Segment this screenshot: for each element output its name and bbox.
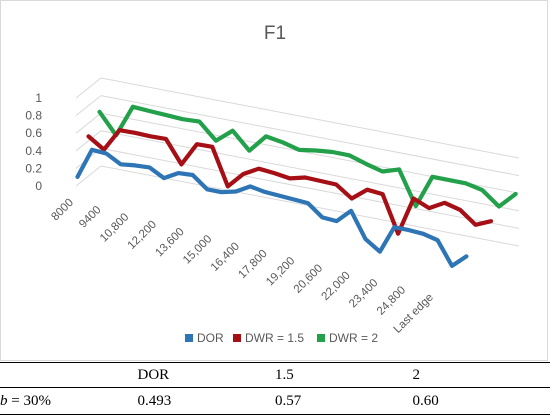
row-label-value: = 30%	[7, 392, 51, 409]
x-tick-label: 24,800	[375, 284, 408, 317]
x-tick-label: 20,600	[292, 262, 325, 295]
row-label-variable: b	[0, 392, 8, 409]
table-header-cell	[0, 362, 138, 388]
chart-title: F1	[264, 23, 286, 44]
gridline	[75, 130, 102, 152]
x-tick-label: 8000	[49, 197, 76, 224]
gridline	[75, 95, 102, 116]
table-row: b = 30% 0.493 0.57 0.60	[0, 387, 550, 415]
y-axis-ticks: 0 0.2 0.4 0.6 0.8 1	[25, 91, 42, 193]
x-tick-label: 10,800	[98, 211, 131, 244]
chart-series	[75, 104, 518, 268]
table-header-dwr-2: 2	[412, 362, 550, 388]
legend-swatch	[185, 334, 193, 342]
gridline	[75, 77, 102, 99]
legend-label: DWR = 1.5	[245, 331, 304, 345]
y-tick-label: 0.8	[25, 109, 42, 123]
x-tick-label: 16,400	[209, 240, 242, 273]
series-line-1	[86, 128, 494, 236]
table-cell-dwr-1-5: 0.57	[275, 387, 413, 415]
series-line-0	[75, 147, 469, 268]
gridline	[100, 147, 520, 229]
table-header-row: DOR 1.5 2	[0, 362, 550, 388]
gridline	[75, 112, 102, 134]
table-cell-dwr-2: 0.60	[412, 387, 550, 415]
y-tick-label: 0.2	[25, 161, 42, 175]
legend-label: DOR	[197, 331, 224, 345]
series-line-2	[97, 104, 518, 209]
gridline	[100, 95, 520, 177]
x-tick-label: 15,000	[181, 233, 214, 266]
table-header-dor: DOR	[137, 362, 275, 388]
table-header-dwr-1-5: 1.5	[275, 362, 413, 388]
legend-swatch	[317, 334, 325, 342]
x-tick-label: 23,400	[347, 277, 380, 310]
legend-label: DWR = 2	[329, 331, 378, 345]
x-tick-label: 13,600	[153, 226, 186, 259]
gridline	[100, 130, 520, 212]
x-tick-label: 12,200	[126, 219, 159, 252]
gridline	[75, 165, 102, 187]
chart-gridlines	[75, 77, 520, 247]
table-cell-dor: 0.493	[137, 387, 275, 415]
chart-legend: DOR DWR = 1.5 DWR = 2	[185, 331, 378, 345]
y-tick-label: 0.6	[25, 126, 42, 140]
x-tick-label: 17,800	[236, 248, 269, 281]
x-tick-label: 19,200	[264, 255, 297, 288]
legend-swatch	[233, 334, 241, 342]
chart-frame: F1 0 0.2 0.4 0.6 0.8 1 8000 9400 10,800 12,200 13…	[0, 0, 548, 361]
x-tick-label: 22,000	[319, 270, 352, 303]
y-tick-label: 1	[35, 91, 42, 105]
table-row-label: b = 30%	[0, 387, 138, 415]
x-axis-ticks: 8000 940010,80012,20013,60015,00016,40017…	[49, 197, 435, 336]
f1-summary-table: DOR 1.5 2 b = 30% 0.493 0.57 0.60	[0, 362, 550, 415]
y-tick-label: 0.4	[25, 144, 42, 158]
gridline	[100, 77, 520, 159]
y-tick-label: 0	[35, 179, 42, 193]
x-tick-label: 9400	[77, 204, 104, 231]
f1-line-chart: F1 0 0.2 0.4 0.6 0.8 1 8000 940010,80012,20013…	[25, 23, 520, 345]
